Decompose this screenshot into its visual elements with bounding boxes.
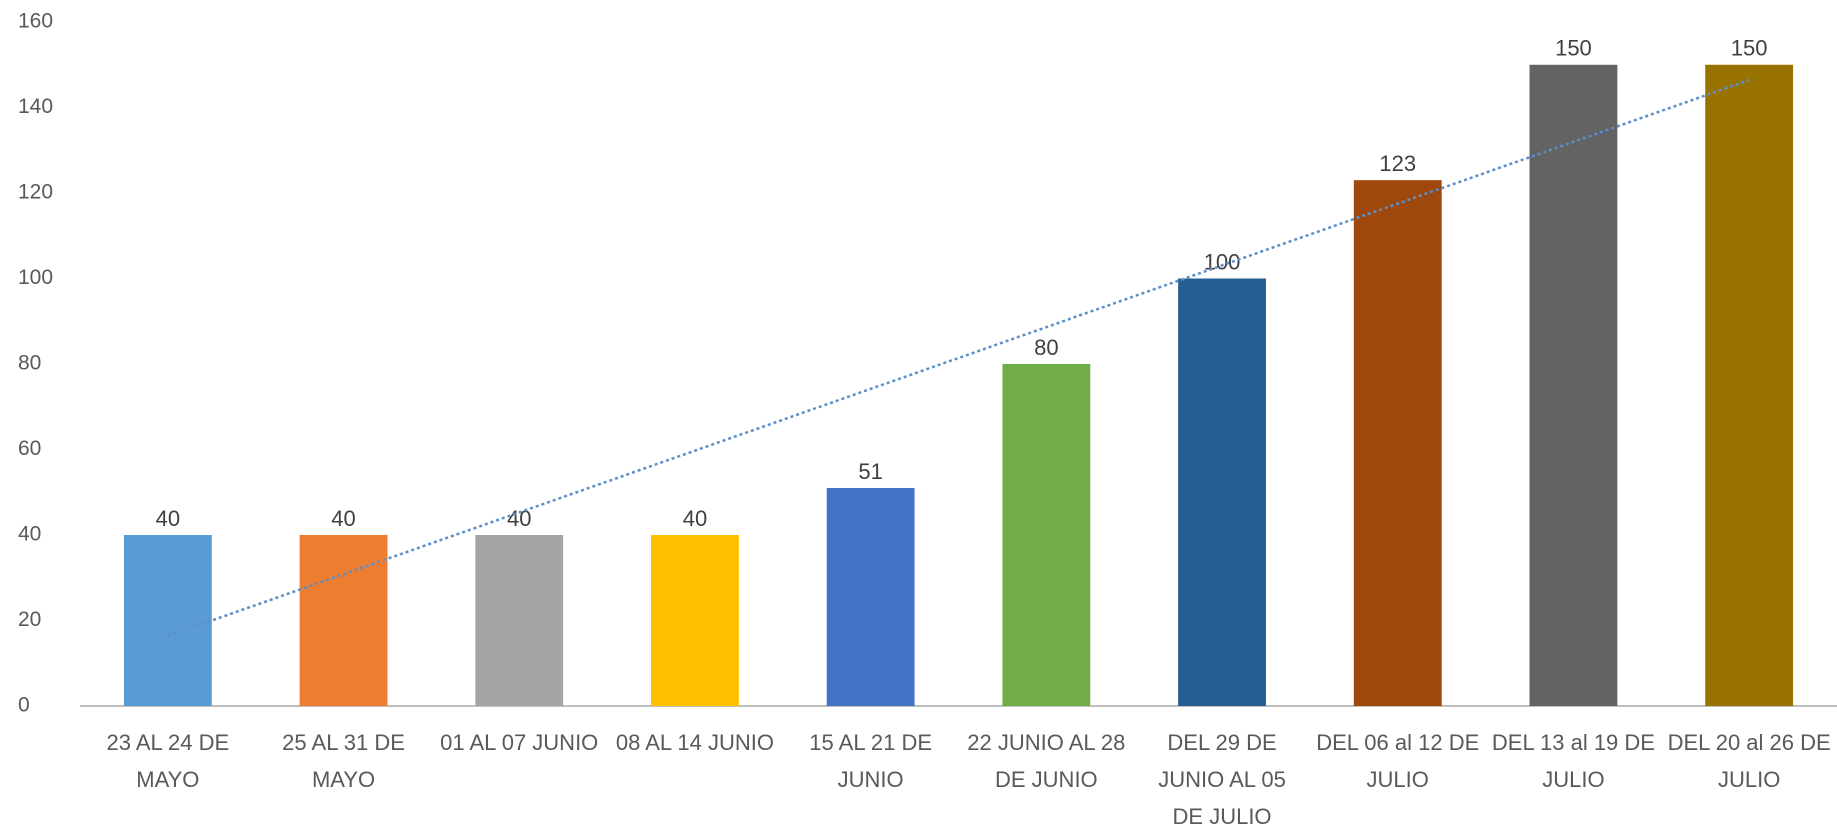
data-label: 40	[507, 506, 531, 531]
bar	[475, 535, 564, 706]
data-label: 40	[683, 506, 707, 531]
y-tick-label: 20	[18, 608, 41, 631]
x-tick-label: DEL 06 al 12 DE JULIO	[1316, 730, 1480, 792]
x-tick-label: DEL 13 al 19 DE JULIO	[1491, 730, 1655, 792]
x-tick-label: 22 JUNIO AL 28 DE JUNIO	[967, 730, 1126, 792]
bar	[1002, 364, 1091, 706]
data-label: 150	[1555, 36, 1592, 61]
y-tick-label: 160	[18, 10, 53, 33]
data-label: 40	[331, 506, 355, 531]
x-tick-label: 01 AL 07 JUNIO	[440, 730, 599, 755]
x-tick-label: 15 AL 21 DE JUNIO	[809, 730, 932, 792]
x-tick-label: DEL 29 DE JUNIO AL 05 DE JULIO	[1158, 730, 1286, 828]
bar	[1353, 180, 1442, 707]
bar	[1178, 278, 1266, 706]
data-label: 51	[858, 459, 882, 484]
data-label: 80	[1034, 335, 1058, 360]
y-tick-label: 0	[18, 694, 30, 717]
x-tick-label: 08 AL 14 JUNIO	[615, 730, 775, 755]
bar	[1705, 64, 1794, 706]
y-tick-label: 40	[18, 523, 41, 546]
bar	[123, 535, 212, 706]
data-label: 150	[1731, 36, 1768, 61]
bar	[826, 487, 915, 706]
x-tick-label: 23 AL 24 DE MAYO	[106, 730, 230, 792]
y-tick-label: 140	[18, 95, 53, 118]
trendline	[167, 78, 1750, 638]
bar	[299, 535, 388, 706]
data-label: 40	[156, 506, 180, 531]
data-label: 123	[1379, 151, 1416, 176]
x-tick-label: 25 AL 31 DE MAYO	[282, 730, 405, 792]
bar	[1529, 64, 1618, 706]
y-tick-label: 80	[18, 352, 41, 375]
y-tick-label: 60	[18, 437, 41, 460]
x-tick-label: DEL 20 al 26 DE JULIO	[1667, 730, 1831, 792]
bar	[651, 535, 739, 706]
y-tick-label: 100	[18, 266, 53, 289]
y-tick-label: 120	[18, 181, 53, 204]
